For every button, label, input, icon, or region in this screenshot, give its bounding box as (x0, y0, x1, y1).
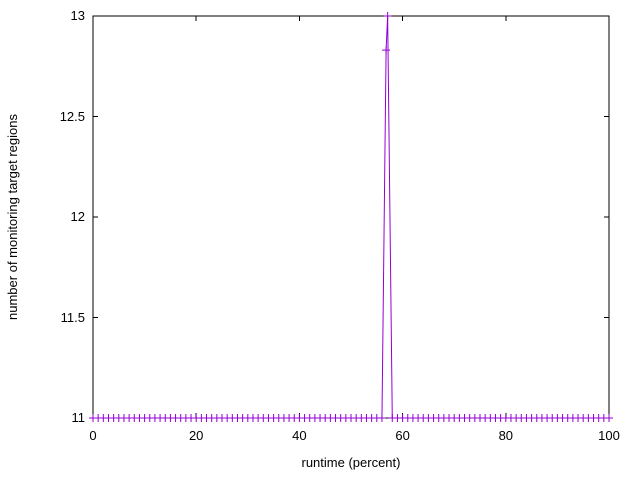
x-tick-label: 40 (292, 428, 307, 443)
series-line (93, 15, 609, 419)
x-axis-label: runtime (percent) (301, 455, 401, 470)
y-tick-label: 12.5 (59, 108, 85, 124)
series-plus-markers (89, 12, 613, 422)
y-tick-label: 11 (71, 410, 86, 425)
x-tick-label: 100 (598, 428, 620, 443)
x-tick-label: 80 (498, 428, 514, 443)
y-tick-label: 11.5 (60, 309, 85, 325)
y-tick-label: 12 (70, 209, 85, 224)
x-tick-label: 0 (89, 428, 97, 443)
x-tick-label: 60 (395, 428, 410, 443)
x-tick-label: 20 (188, 428, 204, 443)
y-axis-label: number of monitoring target regions (5, 114, 20, 320)
plot-border (92, 15, 610, 419)
y-tick-label: 13 (70, 8, 85, 23)
